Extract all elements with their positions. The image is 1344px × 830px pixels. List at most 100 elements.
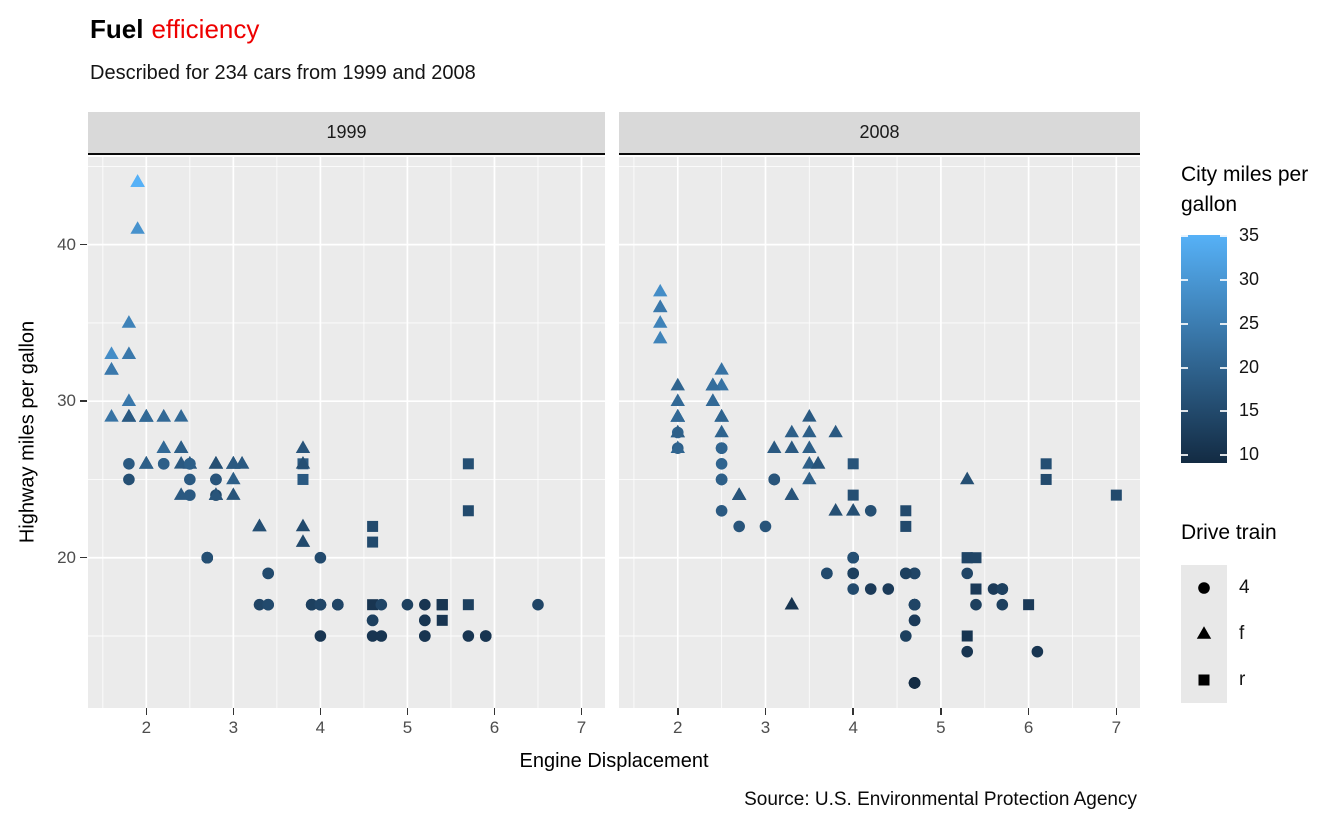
data-point (670, 424, 685, 438)
x-tick-label: 4 (848, 718, 858, 737)
data-point (295, 440, 311, 453)
data-point (670, 393, 685, 406)
x-tick-mark (1115, 708, 1118, 715)
x-tick-mark (319, 708, 322, 715)
x-tick-label: 6 (489, 718, 500, 737)
data-point (970, 583, 982, 595)
data-point (715, 458, 728, 470)
data-point (670, 377, 685, 391)
data-point (401, 598, 414, 611)
data-point (262, 598, 274, 611)
facet-label-2008: 2008 (859, 122, 900, 142)
data-point (653, 283, 668, 297)
data-point (295, 518, 311, 532)
data-point (367, 520, 379, 532)
data-point (419, 630, 431, 642)
data-point (366, 614, 379, 627)
data-point (314, 630, 327, 642)
data-point (961, 552, 973, 564)
data-point (210, 473, 222, 486)
panel-background (88, 157, 605, 708)
data-point (961, 630, 973, 642)
data-point (970, 598, 982, 611)
x-tick-label: 7 (576, 718, 587, 737)
colorbar-title: City miles per gallon (1181, 163, 1309, 216)
colorbar-tick-label: 25 (1239, 312, 1260, 333)
panel-background (619, 157, 1140, 708)
x-axis-title: Engine Displacement (519, 750, 709, 772)
data-point (705, 377, 721, 391)
data-point (821, 567, 833, 580)
data-point (1198, 582, 1210, 594)
data-point (123, 473, 135, 486)
legend-key-label-r: r (1239, 669, 1246, 690)
data-point (847, 489, 859, 501)
data-point (462, 599, 474, 611)
x-tick-mark (677, 708, 679, 715)
data-point (714, 424, 729, 438)
data-point (845, 502, 861, 516)
data-point (882, 583, 895, 595)
data-point (731, 487, 747, 500)
data-point (184, 489, 196, 501)
data-point (121, 393, 137, 406)
data-point (908, 677, 921, 689)
scatter-panel-2008 (619, 157, 1140, 708)
data-point (1196, 626, 1212, 639)
data-point (331, 598, 344, 611)
colorbar-tick-label: 20 (1239, 356, 1260, 377)
x-tick-label: 5 (936, 718, 946, 737)
data-point (104, 409, 119, 422)
data-point (436, 599, 448, 611)
data-point (226, 456, 241, 469)
data-point (996, 583, 1009, 595)
data-point (121, 346, 137, 360)
triangle-icon (1196, 626, 1212, 639)
data-point (908, 614, 921, 627)
caption: Source: U.S. Environmental Protection Ag… (744, 789, 1137, 810)
data-point (653, 330, 668, 344)
colorbar-tick-mark (1181, 366, 1188, 369)
data-point (996, 598, 1009, 611)
y-tick-mark (80, 243, 87, 246)
data-point (1023, 599, 1035, 611)
x-tick-mark (580, 708, 583, 715)
data-point (367, 536, 379, 548)
x-tick-mark (406, 708, 409, 715)
data-point (670, 440, 685, 453)
y-tick-mark (80, 556, 87, 559)
x-tick-label: 2 (673, 718, 683, 737)
data-point (960, 471, 975, 485)
legend-key-label-f: f (1239, 623, 1245, 644)
data-point (784, 596, 799, 610)
data-point (173, 409, 189, 422)
y-axis-title: Highway miles per gallon (16, 320, 39, 544)
circle-icon (1198, 582, 1210, 594)
data-point (864, 504, 877, 517)
data-point (670, 409, 685, 422)
data-point (184, 458, 196, 470)
data-point (802, 424, 817, 438)
data-point (828, 502, 843, 516)
y-tick-label: 30 (57, 391, 76, 411)
x-tick-label: 5 (402, 718, 413, 737)
colorbar-tick-mark (1220, 322, 1227, 325)
x-tick-mark (493, 708, 496, 715)
facet-strip-2008: 2008 (619, 112, 1140, 155)
data-point (295, 456, 311, 469)
legend-key-f (1181, 611, 1227, 657)
data-point (810, 456, 826, 469)
data-point (462, 505, 474, 517)
colorbar-tick-mark (1181, 278, 1188, 281)
colorbar-tick-mark (1181, 410, 1188, 413)
data-point (714, 362, 729, 375)
data-point (419, 598, 431, 611)
x-tick-label: 7 (1111, 718, 1122, 737)
data-point (139, 456, 154, 469)
colorbar-tick-mark (1181, 454, 1188, 457)
x-tick-mark (232, 708, 235, 715)
data-point (419, 614, 431, 627)
data-point (366, 630, 379, 642)
title-text-black: Fuel (90, 14, 144, 44)
